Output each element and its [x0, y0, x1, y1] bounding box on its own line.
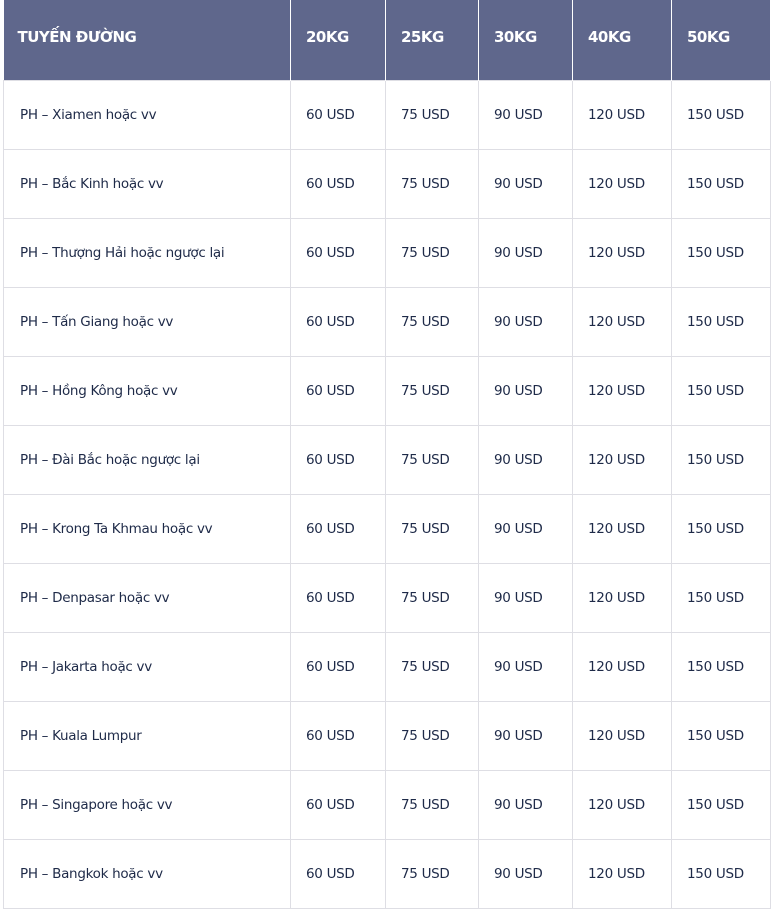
table-row: PH – Bắc Kinh hoặc vv 60 USD 75 USD 90 USD 1… — [3, 148, 771, 219]
route-cell: PH – Kuala Lumpur — [3, 700, 291, 771]
price-cell: 120 USD — [572, 217, 672, 288]
price-cell: 150 USD — [671, 493, 771, 564]
price-cell: 120 USD — [572, 631, 672, 702]
price-cell: 60 USD — [290, 700, 386, 771]
column-header-weight: 40KG — [572, 0, 672, 80]
price-cell: 150 USD — [671, 700, 771, 771]
price-cell: 75 USD — [385, 286, 479, 357]
price-cell: 90 USD — [478, 424, 573, 495]
table-row: PH – Đài Bắc hoặc ngược lại 60 USD 75 USD 9… — [3, 424, 771, 495]
route-cell: PH – Tấn Giang hoặc vv — [3, 286, 291, 357]
price-cell: 60 USD — [290, 424, 386, 495]
price-cell: 90 USD — [478, 355, 573, 426]
price-cell: 75 USD — [385, 838, 479, 909]
shipping-rate-table: TUYẾN ĐƯỜNG 20KG 25KG 30KG 40KG 50KG PH – Xia… — [3, 0, 771, 909]
table-row: PH – Bangkok hoặc vv 60 USD 75 USD 90 USD 12… — [3, 838, 771, 909]
table-row: PH – Krong Ta Khmau hoặc vv 60 USD 75 USD 9… — [3, 493, 771, 564]
price-cell: 150 USD — [671, 562, 771, 633]
price-cell: 90 USD — [478, 700, 573, 771]
price-cell: 60 USD — [290, 217, 386, 288]
price-cell: 60 USD — [290, 838, 386, 909]
column-header-weight: 50KG — [671, 0, 771, 80]
price-cell: 90 USD — [478, 769, 573, 840]
price-cell: 120 USD — [572, 769, 672, 840]
price-cell: 60 USD — [290, 562, 386, 633]
price-cell: 90 USD — [478, 631, 573, 702]
price-cell: 90 USD — [478, 286, 573, 357]
price-cell: 120 USD — [572, 424, 672, 495]
price-cell: 60 USD — [290, 79, 386, 150]
price-cell: 120 USD — [572, 79, 672, 150]
price-cell: 90 USD — [478, 217, 573, 288]
route-cell: PH – Bắc Kinh hoặc vv — [3, 148, 291, 219]
price-cell: 150 USD — [671, 838, 771, 909]
price-cell: 150 USD — [671, 217, 771, 288]
table-row: PH – Jakarta hoặc vv 60 USD 75 USD 90 USD 12… — [3, 631, 771, 702]
route-cell: PH – Denpasar hoặc vv — [3, 562, 291, 633]
price-cell: 90 USD — [478, 838, 573, 909]
price-cell: 120 USD — [572, 493, 672, 564]
route-cell: PH – Hồng Kông hoặc vv — [3, 355, 291, 426]
price-cell: 75 USD — [385, 79, 479, 150]
price-cell: 60 USD — [290, 355, 386, 426]
column-header-route: TUYẾN ĐƯỜNG — [3, 0, 291, 80]
price-cell: 150 USD — [671, 79, 771, 150]
route-cell: PH – Krong Ta Khmau hoặc vv — [3, 493, 291, 564]
price-cell: 150 USD — [671, 148, 771, 219]
price-cell: 60 USD — [290, 286, 386, 357]
price-cell: 150 USD — [671, 769, 771, 840]
route-cell: PH – Jakarta hoặc vv — [3, 631, 291, 702]
price-cell: 75 USD — [385, 355, 479, 426]
price-cell: 90 USD — [478, 148, 573, 219]
price-cell: 75 USD — [385, 769, 479, 840]
price-cell: 60 USD — [290, 148, 386, 219]
price-cell: 60 USD — [290, 769, 386, 840]
price-cell: 75 USD — [385, 562, 479, 633]
price-cell: 150 USD — [671, 424, 771, 495]
price-cell: 75 USD — [385, 424, 479, 495]
price-cell: 90 USD — [478, 562, 573, 633]
price-cell: 75 USD — [385, 217, 479, 288]
price-cell: 60 USD — [290, 631, 386, 702]
column-header-weight: 25KG — [385, 0, 479, 80]
table-row: PH – Kuala Lumpur 60 USD 75 USD 90 USD 120 U… — [3, 700, 771, 771]
price-cell: 75 USD — [385, 493, 479, 564]
route-cell: PH – Thượng Hải hoặc ngược lại — [3, 217, 291, 288]
price-cell: 120 USD — [572, 355, 672, 426]
column-header-weight: 20KG — [290, 0, 386, 80]
price-cell: 120 USD — [572, 286, 672, 357]
table-row: PH – Tấn Giang hoặc vv 60 USD 75 USD 90 USD… — [3, 286, 771, 357]
price-cell: 75 USD — [385, 700, 479, 771]
route-cell: PH – Xiamen hoặc vv — [3, 79, 291, 150]
price-cell: 120 USD — [572, 700, 672, 771]
table-row: PH – Hồng Kông hoặc vv 60 USD 75 USD 90 USD… — [3, 355, 771, 426]
column-header-weight: 30KG — [478, 0, 573, 80]
price-cell: 90 USD — [478, 493, 573, 564]
price-cell: 120 USD — [572, 148, 672, 219]
price-cell: 120 USD — [572, 838, 672, 909]
price-cell: 60 USD — [290, 493, 386, 564]
route-cell: PH – Singapore hoặc vv — [3, 769, 291, 840]
header-row: TUYẾN ĐƯỜNG 20KG 25KG 30KG 40KG 50KG — [3, 0, 771, 80]
price-cell: 75 USD — [385, 148, 479, 219]
price-cell: 75 USD — [385, 631, 479, 702]
table-row: PH – Denpasar hoặc vv 60 USD 75 USD 90 USD 1… — [3, 562, 771, 633]
table-row: PH – Thượng Hải hoặc ngược lại 60 USD 75 U… — [3, 217, 771, 288]
table-row: PH – Xiamen hoặc vv 60 USD 75 USD 90 USD 120… — [3, 79, 771, 150]
price-cell: 120 USD — [572, 562, 672, 633]
price-cell: 150 USD — [671, 355, 771, 426]
route-cell: PH – Đài Bắc hoặc ngược lại — [3, 424, 291, 495]
route-cell: PH – Bangkok hoặc vv — [3, 838, 291, 909]
price-cell: 150 USD — [671, 286, 771, 357]
price-cell: 150 USD — [671, 631, 771, 702]
table-row: PH – Singapore hoặc vv 60 USD 75 USD 90 USD… — [3, 769, 771, 840]
price-cell: 90 USD — [478, 79, 573, 150]
